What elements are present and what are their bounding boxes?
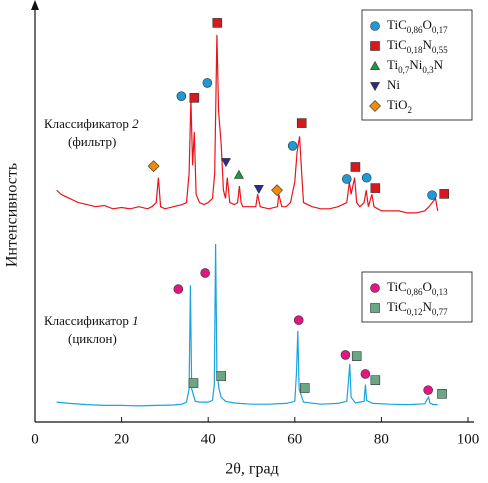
legend-marker	[369, 82, 381, 92]
legend-label: Ni	[387, 77, 400, 92]
marker	[296, 118, 307, 128]
y-axis-arrow	[31, 0, 39, 10]
marker	[189, 93, 200, 103]
x-tick-label: 0	[31, 431, 39, 447]
marker	[437, 389, 447, 399]
marker	[202, 78, 213, 88]
legend-label: TiO2	[387, 97, 412, 115]
marker	[370, 375, 381, 385]
y-axis-label: Интенсивность	[4, 163, 21, 267]
legend-box	[361, 271, 473, 323]
legend-marker	[369, 100, 381, 112]
marker	[370, 183, 381, 193]
legend-marker	[370, 303, 380, 313]
spectrum-line	[56, 243, 438, 407]
marker	[233, 169, 244, 179]
x-tick-label: 40	[201, 431, 216, 447]
marker	[293, 315, 304, 325]
marker	[350, 162, 361, 172]
marker	[271, 184, 283, 197]
legend-label: TiC0,86O0,13	[387, 279, 448, 297]
marker	[341, 174, 352, 184]
marker	[423, 385, 433, 395]
x-tick-label: 20	[114, 431, 129, 447]
marker	[188, 378, 199, 388]
legend-box	[361, 9, 473, 121]
legend-label: TiC0,12N0,77	[387, 299, 448, 317]
marker	[253, 185, 264, 195]
marker	[439, 189, 449, 199]
marker	[287, 141, 298, 151]
x-axis-label: 2θ, град	[225, 461, 278, 478]
annotation: Классификатор 1	[44, 313, 139, 328]
legend-marker	[369, 60, 381, 70]
marker	[147, 160, 160, 173]
legend-label: Ti0,7Ni0,3N	[387, 57, 444, 75]
annotation: (циклон)	[68, 331, 117, 346]
legend-label: TiC0,18N0,55	[387, 37, 448, 55]
marker	[216, 371, 226, 381]
legend-label: TiC0,86O0,17	[387, 17, 448, 35]
legend-marker	[370, 41, 380, 51]
x-tick-label: 60	[287, 431, 302, 447]
marker	[173, 284, 184, 294]
marker	[427, 190, 437, 200]
marker	[351, 351, 362, 361]
x-tick-label: 100	[457, 431, 480, 447]
legend-marker	[370, 283, 380, 293]
annotation: Классификатор 2	[44, 116, 139, 131]
marker	[340, 350, 351, 360]
marker	[220, 158, 231, 168]
marker	[361, 172, 372, 183]
annotation: (фильтр)	[68, 134, 116, 149]
marker	[176, 91, 187, 101]
x-tick-label: 80	[374, 431, 389, 447]
marker	[212, 18, 223, 28]
marker	[360, 369, 371, 379]
marker	[299, 383, 310, 393]
spectrum-line	[56, 34, 439, 214]
legend-marker	[370, 21, 380, 31]
marker	[200, 268, 210, 278]
